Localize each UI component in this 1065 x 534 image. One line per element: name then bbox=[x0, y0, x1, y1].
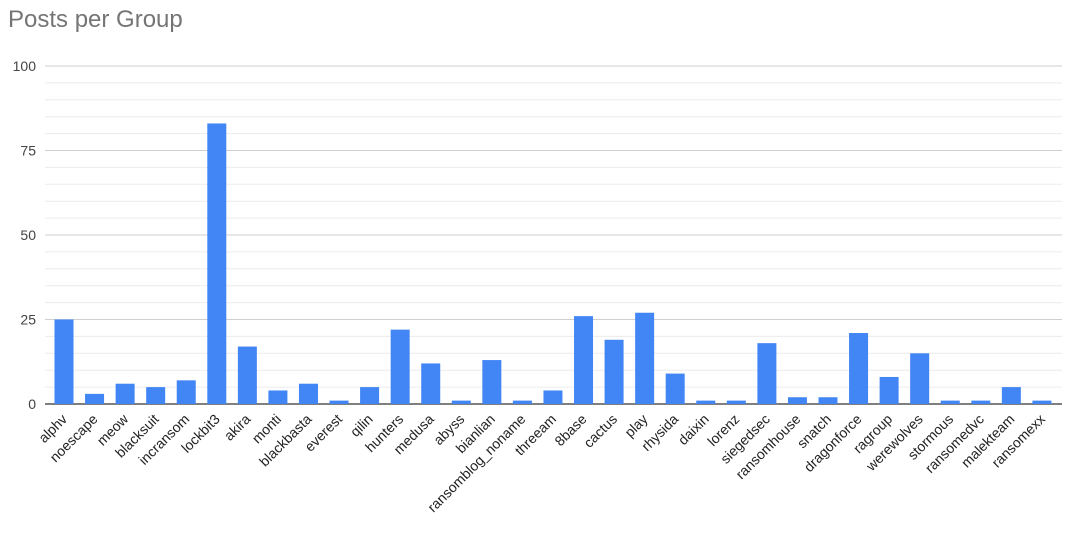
x-tick-label: cactus bbox=[580, 411, 620, 451]
bar-bianlian bbox=[482, 360, 502, 404]
bar-ransomexx bbox=[1032, 400, 1052, 404]
bar-ransomedvc bbox=[971, 400, 991, 404]
chart-title: Posts per Group bbox=[8, 6, 183, 33]
y-tick-label: 50 bbox=[20, 227, 36, 243]
bar-incransom bbox=[176, 380, 196, 404]
bar-ragroup bbox=[879, 376, 899, 404]
bar-lorenz bbox=[726, 400, 746, 404]
bar-hunters bbox=[390, 329, 410, 404]
bar-threeam bbox=[543, 390, 563, 404]
bar-blacksuit bbox=[146, 387, 166, 404]
bar-play bbox=[635, 312, 655, 404]
bar-everest bbox=[329, 400, 349, 404]
bar-lockbit3 bbox=[207, 123, 227, 405]
bar-medusa bbox=[421, 363, 441, 404]
y-tick-label: 0 bbox=[28, 396, 36, 412]
bar-abyss bbox=[451, 400, 471, 404]
x-tick-label: daixin bbox=[675, 411, 712, 448]
bar-malekteam bbox=[1001, 387, 1021, 404]
x-tick-label: akira bbox=[221, 411, 254, 444]
bar-alphv bbox=[54, 319, 74, 404]
bar-siegedsec bbox=[757, 343, 777, 404]
bar-ransomblog_noname bbox=[512, 400, 532, 404]
x-axis: alphvnoescapemeowblacksuitincransomlockb… bbox=[35, 410, 1048, 515]
bar-stormous bbox=[940, 400, 960, 404]
bar-cactus bbox=[604, 339, 624, 404]
grid-layer bbox=[45, 65, 1062, 405]
bar-dragonforce bbox=[849, 333, 869, 404]
y-tick-label: 75 bbox=[20, 143, 36, 159]
bar-ransomhouse bbox=[787, 397, 807, 404]
y-tick-label: 25 bbox=[20, 312, 36, 328]
y-axis: 0 25 50 75 100 bbox=[13, 58, 37, 412]
bar-werewolves bbox=[910, 353, 930, 404]
bar-meow bbox=[115, 383, 135, 404]
bars bbox=[54, 123, 1052, 405]
bar-blackbasta bbox=[298, 383, 318, 404]
bar-rhysida bbox=[665, 373, 685, 404]
bar-akira bbox=[237, 346, 257, 404]
bar-monti bbox=[268, 390, 288, 404]
bar-snatch bbox=[818, 397, 838, 404]
bar-daixin bbox=[696, 400, 716, 404]
bar-qilin bbox=[360, 387, 380, 404]
y-tick-label: 100 bbox=[13, 58, 37, 74]
bar-noescape bbox=[85, 393, 105, 404]
bar-8base bbox=[574, 316, 594, 404]
